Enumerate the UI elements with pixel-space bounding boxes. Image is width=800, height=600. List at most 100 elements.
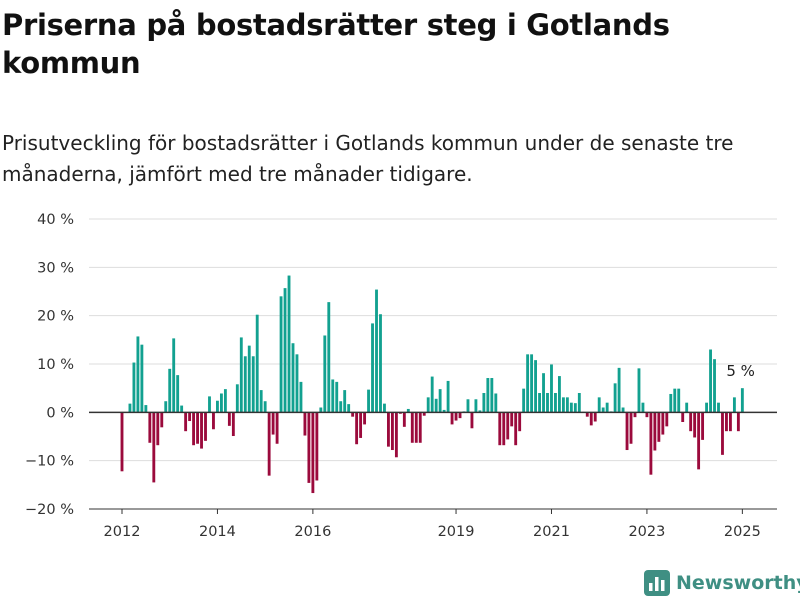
bar <box>148 412 152 443</box>
bar <box>279 296 283 413</box>
bar <box>554 393 557 413</box>
bar <box>577 393 581 413</box>
bars <box>120 275 744 494</box>
bar <box>339 401 343 413</box>
newsworthy-logo[interactable]: Newsworthy <box>644 566 800 600</box>
bar <box>502 412 506 446</box>
bar <box>410 412 414 443</box>
bar <box>677 388 681 413</box>
bar <box>315 412 319 481</box>
bar <box>597 397 601 413</box>
bar <box>152 412 156 483</box>
brand-name: Newsworthy <box>676 572 800 594</box>
bar <box>490 378 494 413</box>
bar <box>705 402 708 413</box>
bar <box>506 412 510 440</box>
bar <box>665 412 669 427</box>
bar <box>565 397 569 413</box>
bar <box>526 354 530 413</box>
bar <box>732 397 736 413</box>
bar <box>585 412 589 417</box>
chart-subtitle: Prisutveckling för bostadsrätter i Gotla… <box>2 131 734 186</box>
bar <box>180 405 184 413</box>
bar <box>530 354 534 413</box>
x-tick-label: 2012 <box>104 524 141 540</box>
bar <box>518 412 522 432</box>
bar <box>486 378 490 413</box>
bar <box>418 412 422 443</box>
bar <box>542 373 545 413</box>
y-tick-label: −20 % <box>25 502 74 518</box>
bar <box>558 376 561 413</box>
x-tick-label: 2019 <box>438 524 475 540</box>
bar <box>363 412 367 425</box>
bar <box>637 368 641 413</box>
bar <box>200 412 203 449</box>
bar <box>390 412 394 451</box>
bar <box>259 390 263 413</box>
bar <box>617 367 621 413</box>
axes <box>89 411 777 514</box>
bar <box>271 412 275 435</box>
bar <box>661 412 665 435</box>
bar <box>645 412 649 418</box>
bar <box>538 393 541 413</box>
bar <box>450 412 454 425</box>
bar <box>303 412 307 436</box>
bar <box>740 388 744 413</box>
bar <box>128 403 132 413</box>
y-tick-label: −10 % <box>25 454 74 470</box>
bar <box>438 389 442 413</box>
bar <box>295 354 299 413</box>
bar <box>422 412 426 416</box>
bar <box>681 412 685 422</box>
bar <box>267 412 271 476</box>
bar <box>351 412 355 417</box>
bar <box>466 399 470 413</box>
bar <box>184 412 188 432</box>
bar <box>343 390 347 413</box>
bar <box>208 396 211 413</box>
bar <box>625 412 629 451</box>
bar <box>701 412 705 440</box>
bar <box>347 404 351 413</box>
bar <box>605 402 609 413</box>
bar <box>251 356 255 413</box>
bar <box>669 393 673 413</box>
bar <box>227 412 231 426</box>
bar <box>275 412 279 444</box>
bar <box>299 381 303 413</box>
bar <box>375 289 378 413</box>
bar <box>331 379 335 413</box>
bar <box>573 403 577 413</box>
bar <box>657 412 661 442</box>
bar <box>359 412 363 438</box>
bar <box>239 337 243 413</box>
bar <box>402 412 406 427</box>
bar <box>311 412 315 494</box>
bar <box>569 402 573 413</box>
bar <box>291 343 295 413</box>
bar <box>709 349 712 413</box>
bar <box>219 393 223 413</box>
bar <box>641 402 645 413</box>
bar <box>216 400 219 413</box>
bar <box>307 412 311 483</box>
bar <box>474 399 478 413</box>
bar <box>442 409 446 413</box>
bar <box>434 398 438 413</box>
bar <box>697 412 701 470</box>
bar <box>120 412 124 472</box>
bar <box>223 389 227 413</box>
bar <box>164 401 168 413</box>
bar <box>653 412 657 451</box>
y-tick-label: 20 % <box>37 309 74 325</box>
bar <box>168 368 172 413</box>
bar <box>693 412 697 438</box>
bar <box>136 336 140 413</box>
bar <box>454 412 458 421</box>
bar <box>426 397 430 413</box>
bar <box>589 412 593 426</box>
x-tick-label: 2016 <box>294 524 331 540</box>
